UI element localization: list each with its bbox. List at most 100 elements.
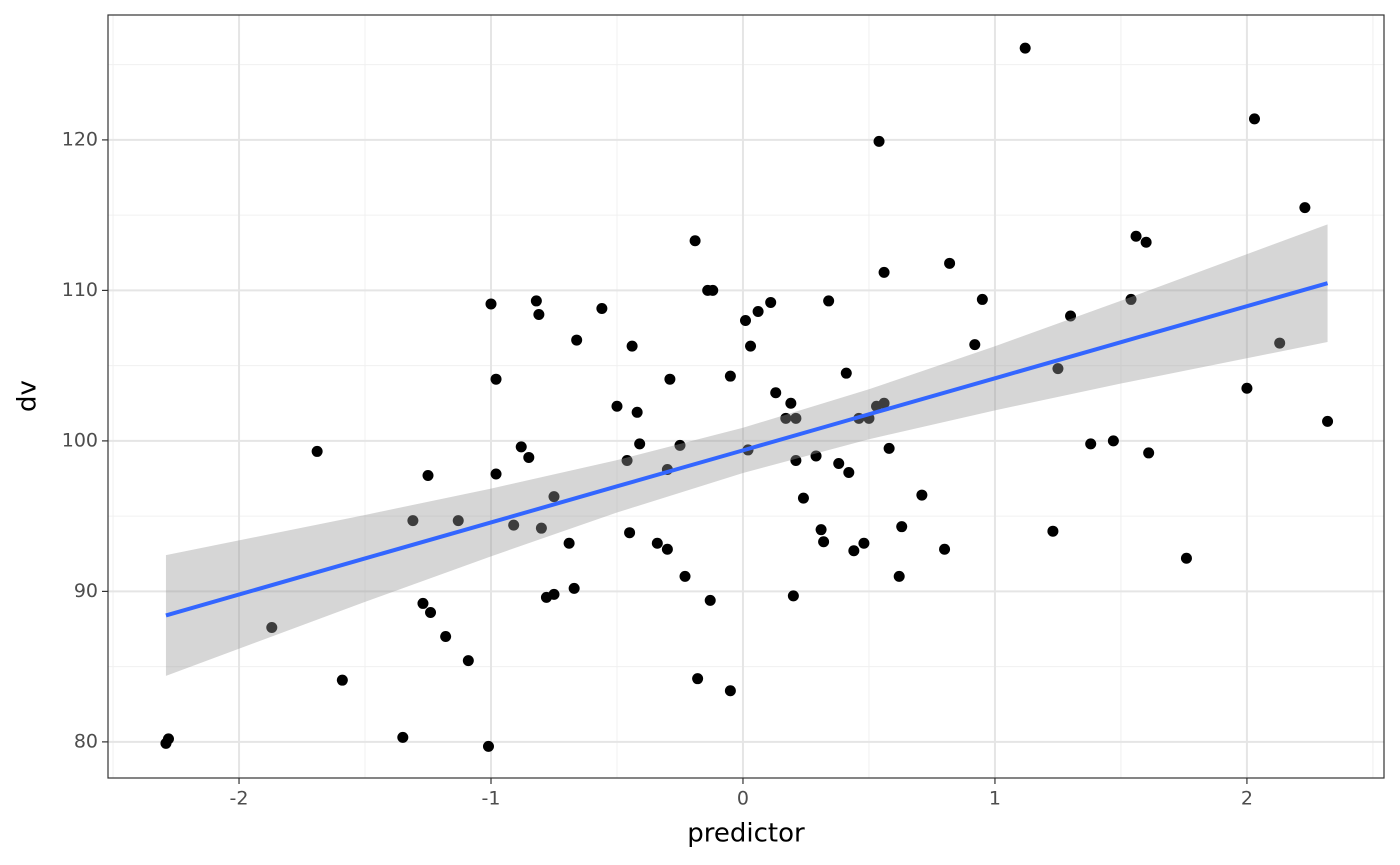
point — [485, 298, 497, 310]
point — [1140, 236, 1152, 248]
panel-border — [107, 14, 1385, 779]
point — [724, 685, 736, 697]
point — [770, 387, 782, 399]
y-axis-title: dv — [13, 380, 43, 412]
point — [634, 438, 646, 450]
point — [452, 515, 464, 527]
point — [707, 284, 719, 296]
point — [818, 536, 830, 548]
point — [944, 257, 956, 269]
point — [482, 740, 494, 752]
point — [878, 397, 890, 409]
point — [661, 543, 673, 555]
point — [651, 537, 663, 549]
point — [1241, 382, 1253, 394]
point — [515, 441, 527, 453]
point — [815, 524, 827, 536]
point — [624, 527, 636, 539]
point — [548, 588, 560, 600]
point — [692, 673, 704, 685]
point — [785, 397, 797, 409]
point — [1107, 435, 1119, 447]
y-tick-label: 80 — [74, 730, 98, 752]
grid — [108, 15, 1384, 778]
point — [896, 521, 908, 533]
x-axis-title: predictor — [687, 819, 805, 849]
point — [1248, 113, 1260, 125]
point — [840, 367, 852, 379]
point — [883, 442, 895, 454]
point — [417, 597, 429, 609]
point — [765, 296, 777, 308]
point — [823, 295, 835, 307]
point — [689, 235, 701, 247]
x-tick-label: 0 — [737, 788, 749, 810]
point — [858, 537, 870, 549]
point — [1065, 310, 1077, 322]
point — [724, 370, 736, 382]
y-tick-label: 110 — [62, 279, 98, 301]
point — [893, 570, 905, 582]
point — [266, 622, 278, 634]
point — [664, 373, 676, 385]
point — [621, 454, 633, 466]
point — [548, 491, 560, 503]
point — [535, 522, 547, 534]
point — [397, 731, 409, 743]
point — [1085, 438, 1097, 450]
point — [462, 655, 474, 667]
point — [631, 406, 643, 418]
point — [790, 412, 802, 424]
point — [596, 302, 608, 314]
point — [843, 466, 855, 478]
x-tick-label: 2 — [1241, 788, 1253, 810]
point — [787, 590, 799, 602]
y-tick-label: 100 — [62, 429, 98, 451]
point — [311, 445, 323, 457]
point — [790, 454, 802, 466]
point — [739, 315, 751, 327]
point — [833, 457, 845, 469]
point — [704, 594, 716, 606]
point — [810, 450, 822, 462]
point — [162, 733, 174, 745]
y-tick-label: 120 — [62, 128, 98, 150]
point — [745, 340, 757, 352]
point — [1125, 293, 1137, 305]
point — [508, 519, 520, 531]
point — [1180, 552, 1192, 564]
point — [422, 470, 434, 482]
point — [523, 451, 535, 463]
point — [563, 537, 575, 549]
y-tick-label: 90 — [74, 580, 98, 602]
point — [530, 295, 542, 307]
point — [425, 606, 437, 618]
axes: -2 -1 0 1 2 80 90 100 110 120 — [62, 128, 1253, 809]
point — [1299, 202, 1311, 214]
x-tick-label: 1 — [989, 788, 1001, 810]
point — [976, 293, 988, 305]
point — [626, 340, 638, 352]
point — [797, 492, 809, 504]
point — [939, 543, 951, 555]
point — [873, 135, 885, 147]
x-tick-label: -1 — [482, 788, 501, 810]
point — [336, 674, 348, 686]
point — [490, 468, 502, 480]
point — [571, 334, 583, 346]
x-tick-label: -2 — [230, 788, 249, 810]
point — [568, 582, 580, 594]
point — [1019, 42, 1031, 54]
point — [916, 489, 928, 501]
point — [1322, 415, 1334, 427]
point — [1274, 337, 1286, 349]
point — [533, 308, 545, 320]
point — [1130, 230, 1142, 242]
point — [969, 339, 981, 351]
point — [407, 515, 419, 527]
point — [490, 373, 502, 385]
point — [878, 266, 890, 278]
point — [1047, 525, 1059, 537]
